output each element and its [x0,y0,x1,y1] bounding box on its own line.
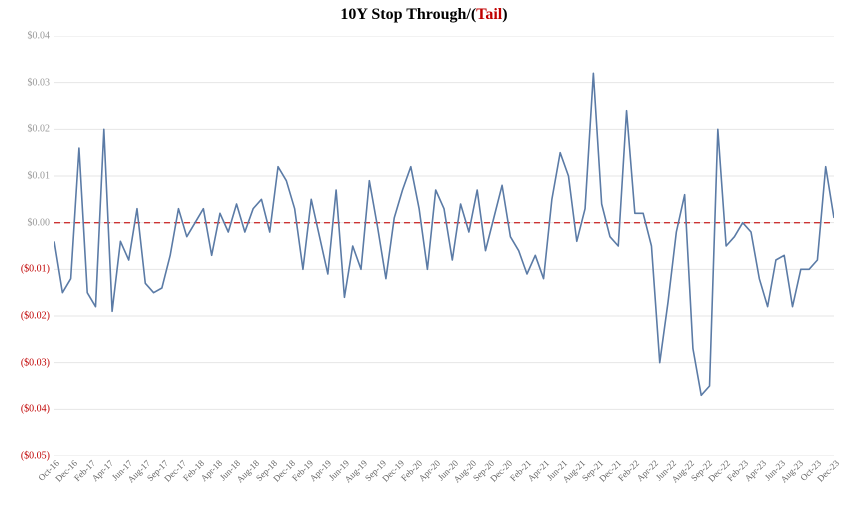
y-tick-label: $0.01 [4,171,50,182]
gridlines [54,36,834,456]
y-tick-label: $0.00 [4,217,50,228]
title-before: 10Y Stop Through/( [340,6,476,23]
plot-area [54,36,834,456]
y-tick-label: $0.02 [4,124,50,135]
y-tick-label: ($0.03) [4,357,50,368]
chart-svg [54,36,834,456]
y-tick-label: ($0.05) [4,451,50,462]
title-red: Tail [476,6,502,23]
series-line [54,73,834,395]
y-tick-label: $0.03 [4,77,50,88]
y-tick-label: $0.04 [4,31,50,42]
chart-title: 10Y Stop Through/(Tail) [0,6,848,24]
y-tick-label: ($0.02) [4,311,50,322]
y-tick-label: ($0.01) [4,264,50,275]
title-after: ) [502,6,507,23]
chart-container: 10Y Stop Through/(Tail) $0.04 $0.03 $0.02 $… [0,0,848,508]
y-tick-label: ($0.04) [4,404,50,415]
